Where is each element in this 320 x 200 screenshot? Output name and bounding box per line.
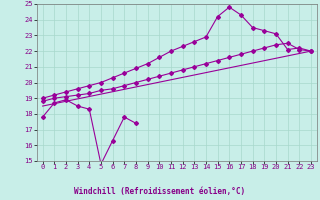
Text: Windchill (Refroidissement éolien,°C): Windchill (Refroidissement éolien,°C): [75, 187, 245, 196]
